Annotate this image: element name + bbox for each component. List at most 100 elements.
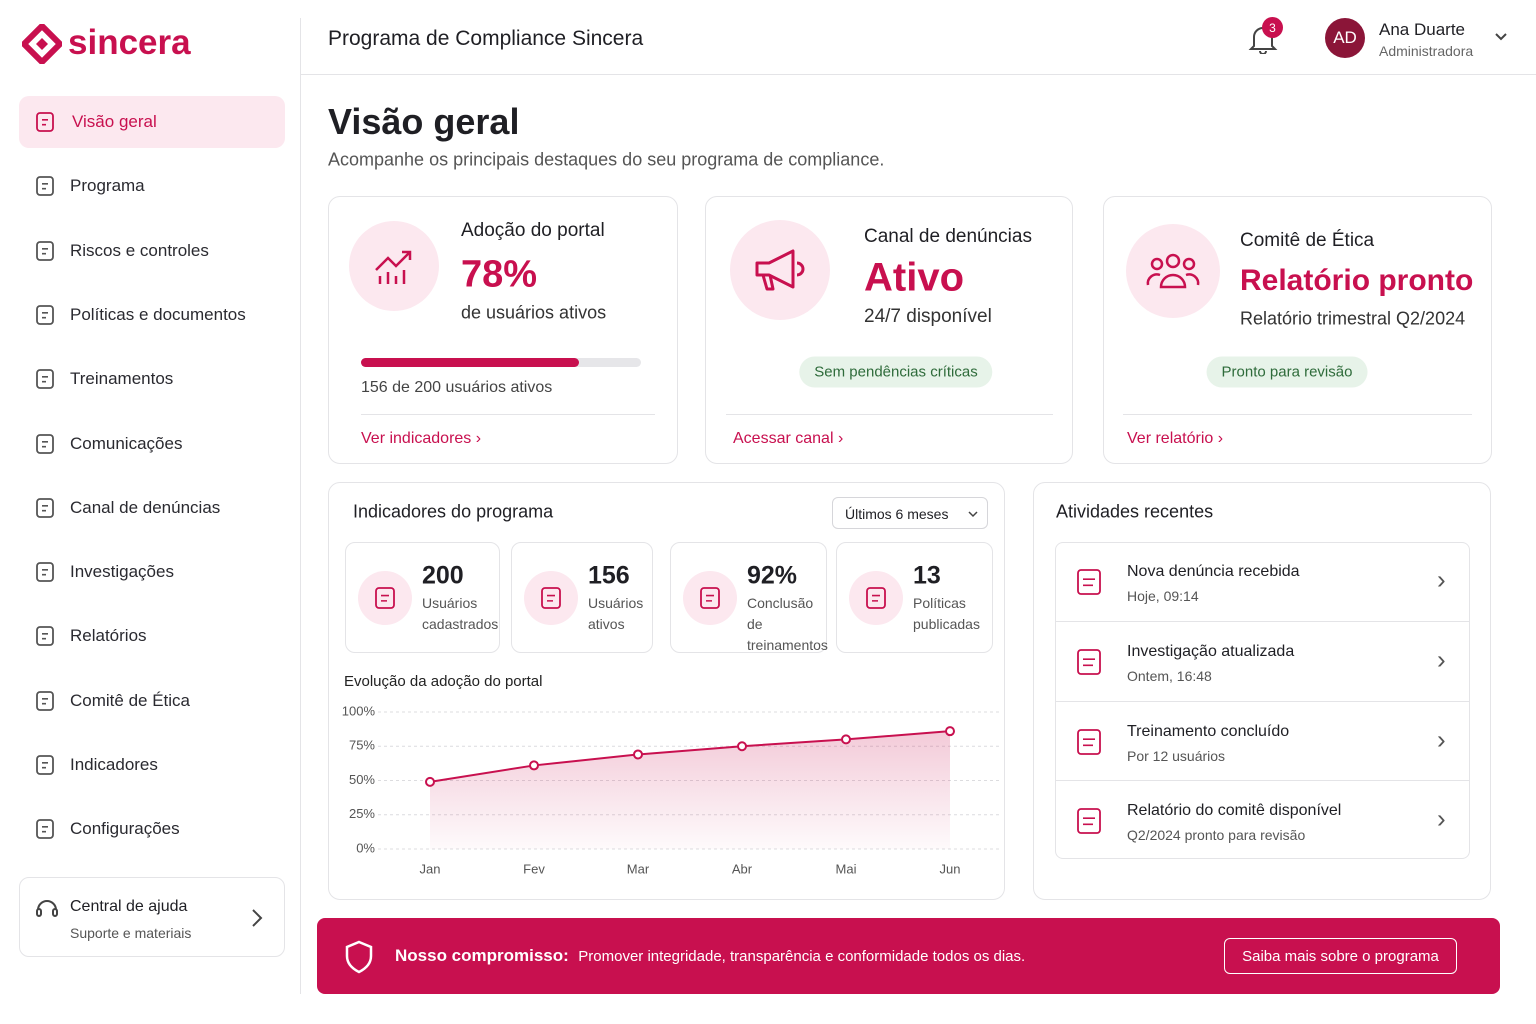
stat-box: 13 Políticas publicadas: [836, 542, 993, 653]
nav-item[interactable]: Visão geral: [72, 112, 157, 131]
activity-title: Treinamento concluído: [1127, 722, 1290, 740]
icon-detail: [1083, 578, 1095, 587]
icon: [375, 587, 395, 609]
icon: [1077, 728, 1101, 755]
nav-item[interactable]: Programa: [70, 176, 145, 196]
divider: [726, 414, 1053, 415]
card-icon: [349, 221, 439, 311]
stat-label: Usuários ativos: [588, 595, 644, 632]
icon-shape: [36, 690, 54, 711]
icon: [36, 112, 54, 132]
stat-box: 200 Usuários cadastrados: [345, 542, 500, 653]
icon-shape: [1077, 569, 1101, 595]
chart-title: Evolução da adoção do portal: [344, 673, 542, 690]
page-subtitle: Acompanhe os principais destaques do seu…: [328, 149, 885, 170]
activity-item[interactable]: Investigação atualizada Ontem, 16:48 ›: [1055, 621, 1470, 700]
icon: [36, 562, 54, 582]
activity-item[interactable]: Treinamento concluído Por 12 usuários ›: [1055, 700, 1470, 780]
icon: [1077, 807, 1101, 834]
y-tick-label: 25%: [349, 806, 375, 821]
icon-detail: [42, 119, 48, 126]
point: [633, 749, 643, 760]
icon: [36, 433, 54, 454]
status-badge: Pronto para revisão: [1206, 356, 1368, 388]
chevron: ›: [1437, 724, 1446, 754]
icon-shape: [36, 626, 54, 647]
user-role: Administradora: [1379, 43, 1474, 59]
card-link[interactable]: Ver indicadores ›: [361, 430, 482, 447]
icon: [541, 587, 561, 609]
nav-active-bg: [19, 96, 285, 148]
nav-item[interactable]: Investigações: [70, 562, 174, 582]
y-tick-label: 100%: [342, 703, 376, 718]
area: [430, 731, 950, 849]
stat-label: Usuários cadastrados: [422, 595, 499, 632]
icon-detail: [872, 594, 880, 602]
nav-item[interactable]: Comunicações: [70, 433, 183, 453]
logo-icon: [22, 24, 62, 64]
icon-detail: [42, 633, 48, 640]
stat-icon: [683, 571, 737, 625]
nav-item[interactable]: Canal de denúncias: [70, 497, 221, 517]
activity-item[interactable]: Nova denúncia recebida Hoje, 09:14 ›: [1055, 542, 1470, 621]
icon: [36, 626, 54, 647]
card-title: Canal de denúncias: [864, 226, 1032, 247]
card-link[interactable]: Ver relatório ›: [1127, 430, 1224, 447]
line: [429, 730, 951, 783]
people-icon: [1146, 253, 1200, 289]
nav-item[interactable]: Relatórios: [70, 626, 147, 646]
header-title: Programa de Compliance Sincera: [328, 27, 644, 50]
stat-value: 92%: [747, 561, 798, 590]
link-text: Ver indicadores: [361, 430, 472, 447]
x-tick-label: Jan: [420, 861, 441, 876]
icon-shape: [36, 176, 54, 197]
card-icon: [730, 220, 830, 320]
nav-item[interactable]: Indicadores: [70, 755, 158, 774]
user-menu-chevron[interactable]: [1494, 32, 1508, 42]
card-title: Adoção do portal: [461, 220, 605, 241]
nav-item[interactable]: Treinamentos: [70, 369, 174, 389]
banner-button[interactable]: Saiba mais sobre o programa: [1224, 938, 1457, 974]
y-tick-label: 50%: [349, 772, 375, 787]
nav-item[interactable]: Configurações: [70, 819, 180, 839]
header-border: [301, 74, 1536, 75]
icon: [866, 587, 886, 609]
stat-box: 92% Conclusão de treinamentos: [670, 542, 828, 653]
activity-item[interactable]: Relatório do comitê disponível Q2/2024 pr…: [1055, 779, 1470, 859]
activity-time: Por 12 usuários: [1127, 747, 1226, 764]
activity-time: Ontem, 16:48: [1127, 668, 1212, 685]
shield-icon: [345, 940, 373, 974]
card-value: Relatório pronto: [1240, 264, 1474, 297]
nav-item[interactable]: Comitê de Ética: [70, 690, 190, 710]
icon-detail: [42, 376, 48, 383]
nav-item[interactable]: Políticas e documentos: [70, 304, 246, 324]
help-box[interactable]: Central de ajuda Suporte e materiais: [19, 877, 285, 957]
period-filter[interactable]: Últimos 6 meses: [832, 497, 988, 529]
icon-shape: [700, 587, 720, 609]
point: [737, 741, 747, 752]
card-caption: de usuários ativos: [461, 302, 607, 323]
icon-detail: [1083, 737, 1095, 746]
megaphone-icon: [755, 249, 805, 291]
banner: Nosso compromisso: Promover integridade,…: [317, 918, 1500, 994]
card-link[interactable]: Acessar canal ›: [733, 430, 844, 447]
x-tick-label: Abr: [732, 861, 753, 876]
icon-detail: [42, 311, 48, 319]
avatar: AD: [1325, 18, 1365, 58]
panel-title: Indicadores do programa: [353, 501, 554, 522]
nav-item[interactable]: Riscos e controles: [70, 240, 209, 260]
stat-icon: [524, 571, 578, 625]
icon: [36, 176, 54, 197]
stat-icon: [358, 571, 412, 625]
stat-value: 200: [422, 561, 464, 590]
icon: [36, 304, 54, 325]
activity-title: Nova denúncia recebida: [1127, 563, 1300, 580]
chevron: ›: [1437, 644, 1446, 675]
banner-text: Promover integridade, transparência e co…: [578, 948, 1026, 965]
icon-shape: [36, 497, 54, 518]
help-subtitle: Suporte e materiais: [70, 925, 192, 941]
stat-box: 156 Usuários ativos: [511, 542, 653, 653]
progress-label: 156 de 200 usuários ativos: [361, 379, 553, 396]
chevron: [968, 511, 978, 518]
icon-shape: [375, 587, 395, 609]
